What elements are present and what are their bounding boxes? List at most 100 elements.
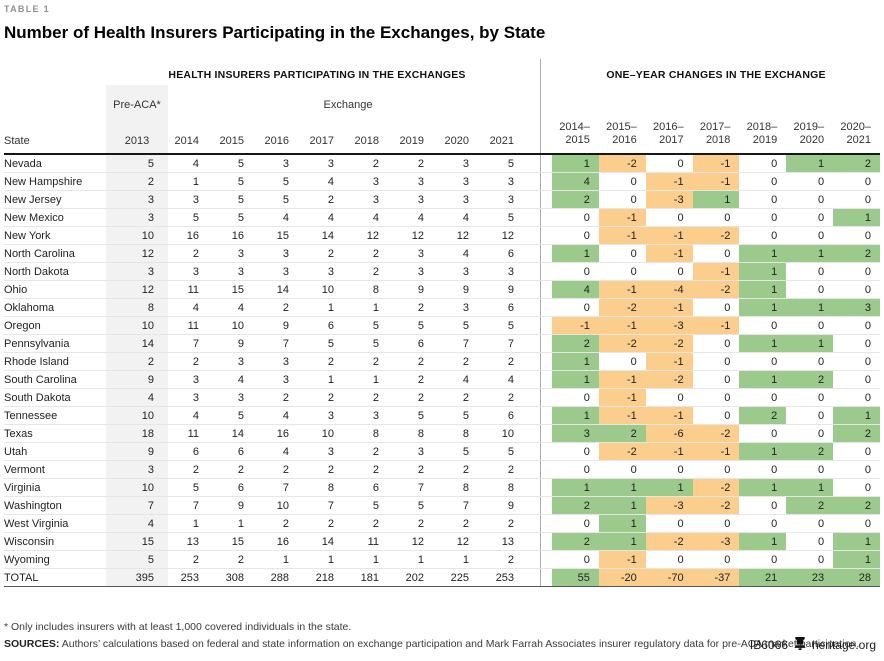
value-cell: 3	[393, 190, 438, 209]
table-row: Nevada 5 4 5 3 3 2 2 3 5 1 -2 0 -1 0 1 2	[4, 154, 880, 173]
table-row: South Carolina 9 3 4 3 1 1 2 4 4 1 -1 -2 0 1 2 0	[4, 370, 880, 389]
value-cell: 16	[213, 226, 258, 245]
value-cell: 16	[168, 226, 213, 245]
value-cell: 2	[393, 298, 438, 317]
value-cell: 3	[483, 172, 529, 191]
change-cell: 0	[739, 514, 787, 533]
value-cell: 7	[168, 496, 213, 515]
change-cell: -2	[645, 370, 693, 389]
change-cell: 1	[552, 406, 599, 425]
site-link: heritage.org	[811, 638, 876, 652]
value-cell: 4	[303, 208, 348, 227]
change-cell: 4	[552, 280, 599, 299]
value-cell: 5	[258, 190, 303, 209]
change-cell: -1	[645, 298, 693, 317]
table-row: Washington 7 7 9 10 7 5 5 7 9 2 1 -3 -2 0 2 2	[4, 496, 880, 515]
change-cell: 2	[786, 496, 834, 515]
change-cell: -4	[645, 280, 693, 299]
change-cell: 0	[692, 334, 740, 353]
heritage-bell-icon	[794, 637, 806, 653]
change-cell: 0	[739, 424, 787, 443]
value-cell: 13	[483, 532, 529, 551]
change-cell: 0	[645, 262, 693, 281]
change-cell: 1	[786, 478, 834, 497]
value-cell: 2	[393, 388, 438, 407]
year-column-header: 2016	[258, 119, 303, 155]
value-cell: 5	[348, 496, 393, 515]
value-cell: 2	[168, 460, 213, 479]
period-column-header: 2016– 2017	[645, 85, 693, 155]
value-cell: 11	[348, 532, 393, 551]
value-cell: 3	[168, 190, 213, 209]
value-cell: 2	[348, 442, 393, 461]
change-cell: -20	[598, 568, 646, 587]
value-cell: 2	[303, 514, 348, 533]
change-cell: 0	[833, 334, 880, 353]
value-cell: 2	[348, 352, 393, 371]
change-cell: -1	[552, 316, 599, 335]
table-row: Tennessee 10 4 5 4 3 3 5 5 6 1 -1 -1 0 2 0 1	[4, 406, 880, 425]
change-cell: 0	[833, 388, 880, 407]
change-cell: 0	[786, 406, 834, 425]
change-cell: 0	[552, 208, 599, 227]
period-column-header: 2014– 2015	[552, 85, 599, 155]
value-cell: 12	[438, 532, 483, 551]
value-cell: 2	[348, 514, 393, 533]
change-cell: 0	[739, 352, 787, 371]
change-cell: 2	[833, 154, 880, 173]
table-row: New Hampshire 2 1 5 5 4 3 3 3 3 4 0 -1 -1 0 0 0	[4, 172, 880, 191]
period-line2: 2016	[612, 134, 637, 146]
value-cell: 218	[303, 568, 348, 587]
section-divider	[528, 190, 553, 209]
value-cell: 5	[213, 154, 258, 173]
value-cell: 10	[106, 478, 168, 497]
state-cell: North Carolina	[4, 244, 106, 263]
period-line1: 2016–	[652, 121, 684, 133]
value-cell: 6	[348, 478, 393, 497]
value-cell: 4	[258, 442, 303, 461]
value-cell: 1	[348, 550, 393, 569]
change-cell: -2	[692, 226, 740, 245]
section-divider	[528, 334, 553, 353]
year-column-header: 2019	[393, 119, 438, 155]
change-cell: 0	[692, 388, 740, 407]
value-cell: 2	[106, 172, 168, 191]
table-label: TABLE 1	[4, 4, 50, 14]
value-cell: 3	[483, 190, 529, 209]
value-cell: 3	[438, 262, 483, 281]
change-cell: 0	[552, 298, 599, 317]
value-cell: 10	[483, 424, 529, 443]
value-cell: 6	[168, 442, 213, 461]
value-cell: 14	[303, 226, 348, 245]
change-cell: 1	[786, 244, 834, 263]
value-cell: 3	[303, 406, 348, 425]
value-cell: 4	[168, 406, 213, 425]
change-cell: -1	[692, 154, 740, 173]
value-cell: 2	[168, 550, 213, 569]
period-line1: 2020–	[840, 121, 871, 133]
value-cell: 8	[348, 424, 393, 443]
value-cell: 253	[483, 568, 529, 587]
value-cell: 1	[438, 550, 483, 569]
change-cell: -2	[598, 298, 646, 317]
change-cell: -1	[692, 442, 740, 461]
value-cell: 3	[258, 262, 303, 281]
year-column-header: 2014	[168, 119, 213, 155]
period-column-header: 2017– 2018	[692, 85, 740, 155]
change-cell: 2	[786, 370, 834, 389]
change-cell: 0	[786, 208, 834, 227]
change-cell: 0	[833, 190, 880, 209]
value-cell: 288	[258, 568, 303, 587]
state-cell: Texas	[4, 424, 106, 443]
change-cell: -1	[598, 370, 646, 389]
change-cell: 0	[552, 514, 599, 533]
value-cell: 5	[438, 316, 483, 335]
value-cell: 5	[393, 406, 438, 425]
value-cell: 3	[168, 370, 213, 389]
value-cell: 2	[393, 352, 438, 371]
value-cell: 8	[348, 280, 393, 299]
change-cell: 2	[833, 424, 880, 443]
value-cell: 2	[348, 244, 393, 263]
value-cell: 2	[483, 514, 529, 533]
value-cell: 9	[258, 316, 303, 335]
